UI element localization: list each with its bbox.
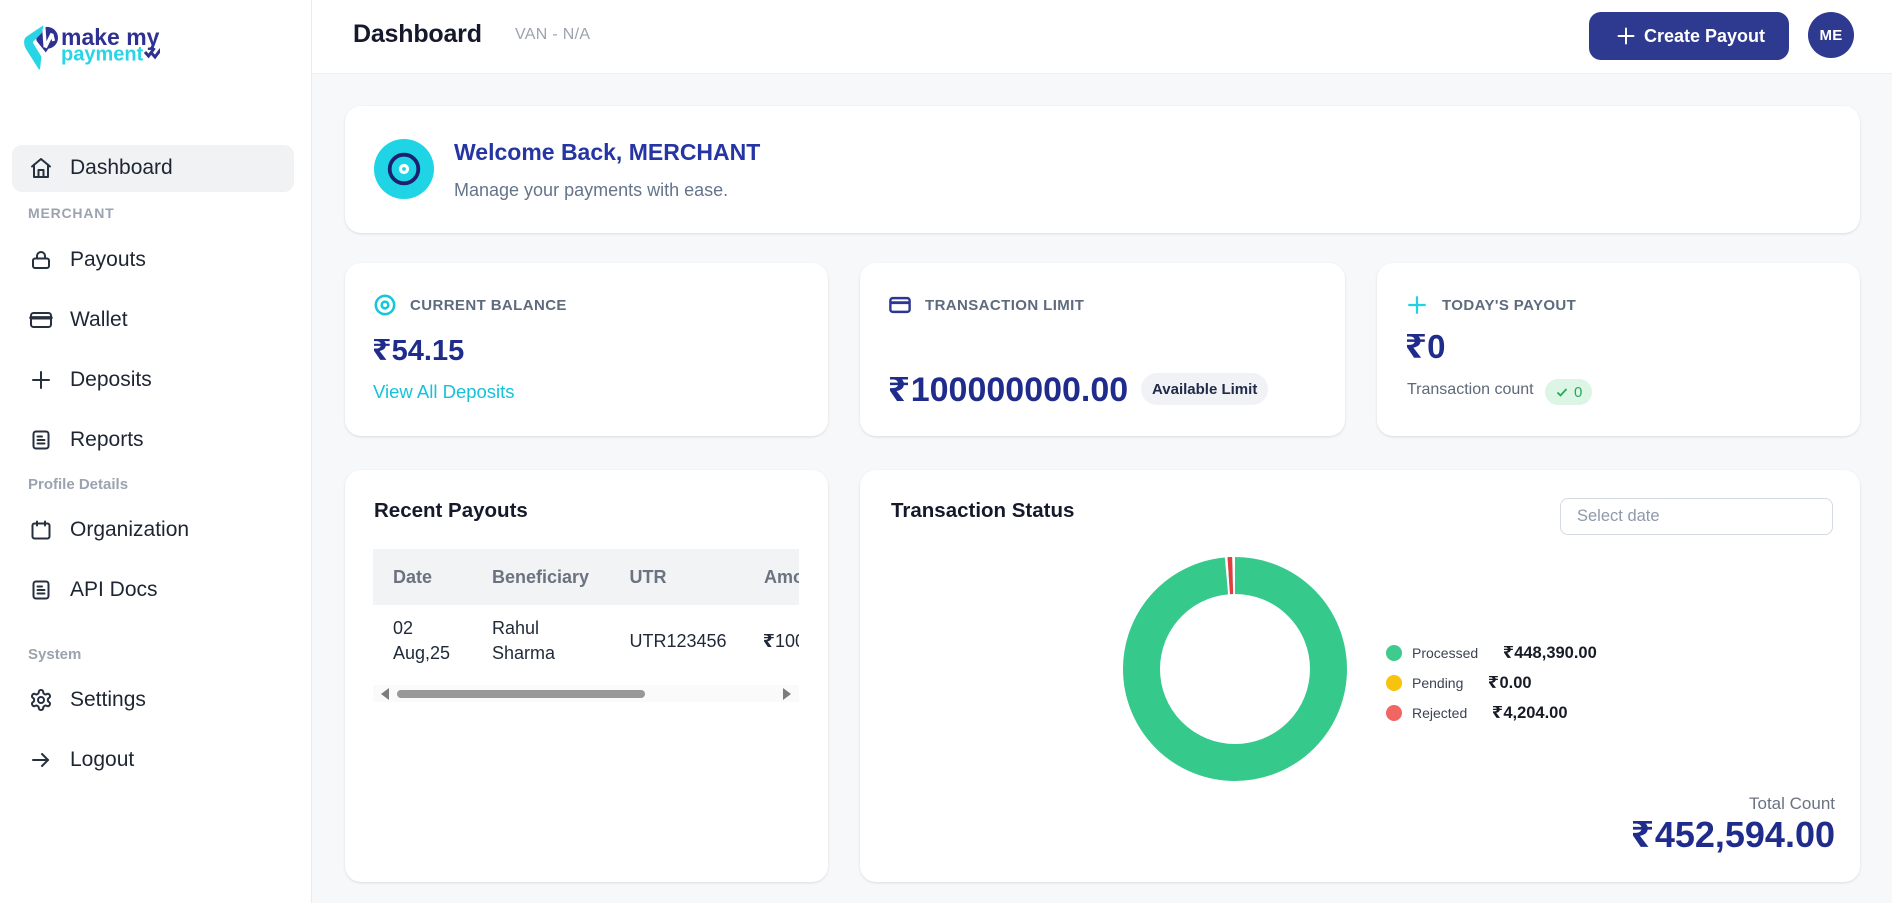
- svg-text:payment: payment: [61, 43, 144, 65]
- svg-text:make my: make my: [61, 24, 160, 50]
